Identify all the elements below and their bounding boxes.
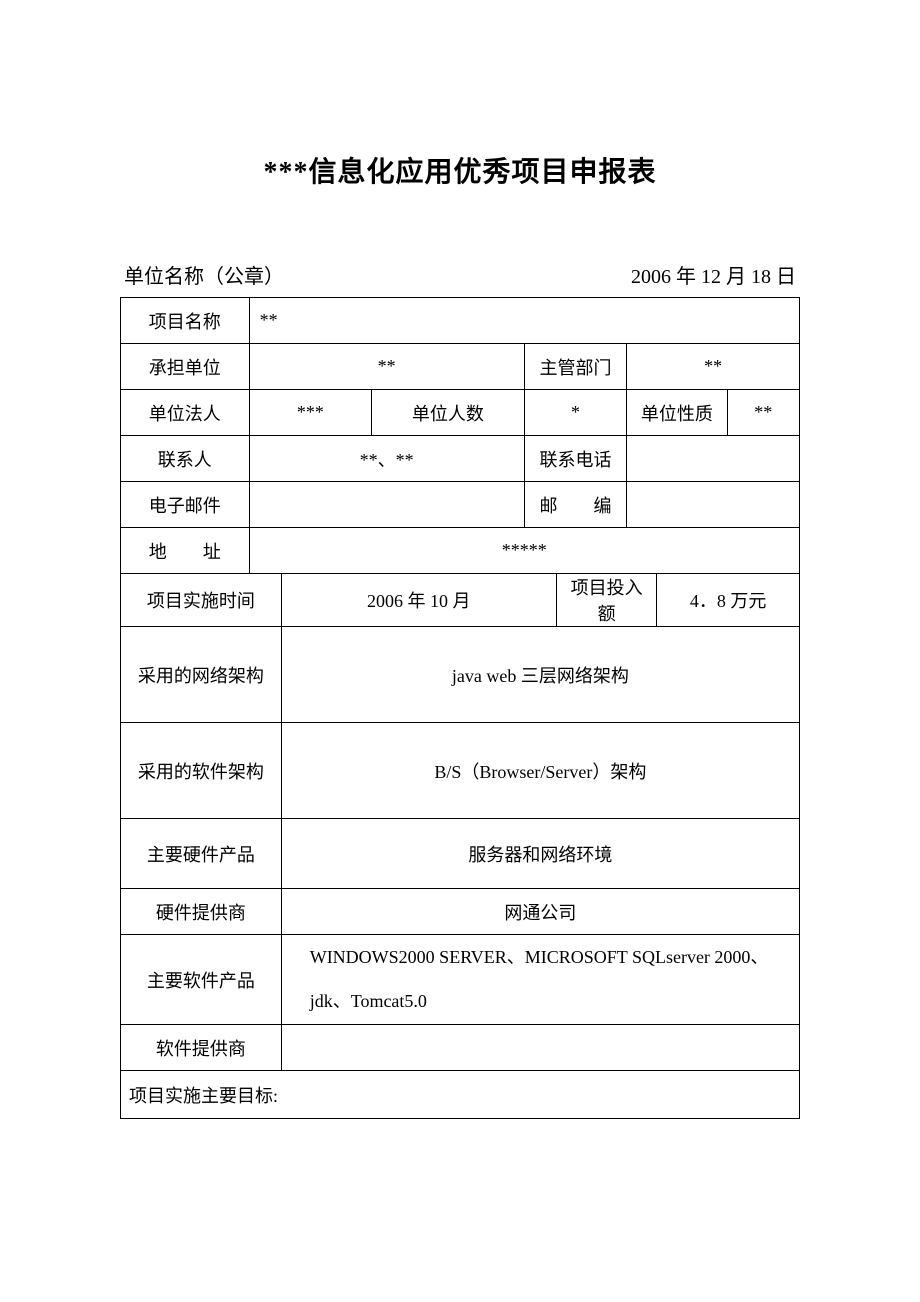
value-hardware-prod: 服务器和网络环境 [281,819,799,889]
value-postcode [627,482,800,528]
value-software-prod: WINDOWS2000 SERVER、MICROSOFT SQLserver 2… [281,935,799,1025]
value-unit-count: * [524,390,626,436]
value-contact: **、** [249,436,524,482]
value-network-arch: java web 三层网络架构 [281,627,799,723]
table-row: 硬件提供商 网通公司 [121,889,800,935]
label-unit-nature: 单位性质 [627,390,727,436]
table-row: 主要软件产品 WINDOWS2000 SERVER、MICROSOFT SQLs… [121,935,800,1025]
label-supervise-dept: 主管部门 [524,344,626,390]
value-unit-nature: ** [727,390,799,436]
label-software-prod: 主要软件产品 [121,935,282,1025]
value-address: ***** [249,528,799,574]
document-title: ***信息化应用优秀项目申报表 [120,150,800,190]
value-unit-legal: *** [249,390,372,436]
label-project-name: 项目名称 [121,298,250,344]
label-hardware-vendor: 硬件提供商 [121,889,282,935]
table-row: 联系人 **、** 联系电话 [121,436,800,482]
value-phone [627,436,800,482]
value-undertake-unit: ** [249,344,524,390]
value-email [249,482,524,528]
value-investment: 4．8 万元 [657,574,800,627]
table-row: 软件提供商 [121,1025,800,1071]
value-hardware-vendor: 网通公司 [281,889,799,935]
unit-name-label: 单位名称（公章） [124,260,284,289]
table-row: 项目名称 ** [121,298,800,344]
label-phone: 联系电话 [524,436,626,482]
label-unit-legal: 单位法人 [121,390,250,436]
value-software-arch: B/S（Browser/Server）架构 [281,723,799,819]
value-supervise-dept: ** [627,344,800,390]
date-label: 2006 年 12 月 18 日 [631,260,796,289]
table-row: 承担单位 ** 主管部门 ** [121,344,800,390]
table-row: 项目实施时间 2006 年 10 月 项目投入额 4．8 万元 [121,574,800,627]
label-impl-time: 项目实施时间 [121,574,282,627]
table-row: 主要硬件产品 服务器和网络环境 [121,819,800,889]
label-contact: 联系人 [121,436,250,482]
label-software-vendor: 软件提供商 [121,1025,282,1071]
label-email: 电子邮件 [121,482,250,528]
label-goal: 项目实施主要目标: [121,1071,800,1119]
label-software-arch: 采用的软件架构 [121,723,282,819]
label-address: 地 址 [121,528,250,574]
label-unit-count: 单位人数 [372,390,525,436]
value-project-name: ** [249,298,799,344]
table-row: 地 址 ***** [121,528,800,574]
label-postcode: 邮 编 [524,482,626,528]
label-investment: 项目投入额 [556,574,656,627]
label-hardware-prod: 主要硬件产品 [121,819,282,889]
table-row: 采用的网络架构 java web 三层网络架构 [121,627,800,723]
header-row: 单位名称（公章） 2006 年 12 月 18 日 [120,260,800,289]
application-form-table: 项目名称 ** 承担单位 ** 主管部门 ** 单位法人 *** 单位人数 * … [120,297,800,1119]
value-software-vendor [281,1025,799,1071]
table-row: 项目实施主要目标: [121,1071,800,1119]
label-undertake-unit: 承担单位 [121,344,250,390]
table-row: 电子邮件 邮 编 [121,482,800,528]
table-row: 单位法人 *** 单位人数 * 单位性质 ** [121,390,800,436]
table-row: 采用的软件架构 B/S（Browser/Server）架构 [121,723,800,819]
value-impl-time: 2006 年 10 月 [281,574,556,627]
label-network-arch: 采用的网络架构 [121,627,282,723]
